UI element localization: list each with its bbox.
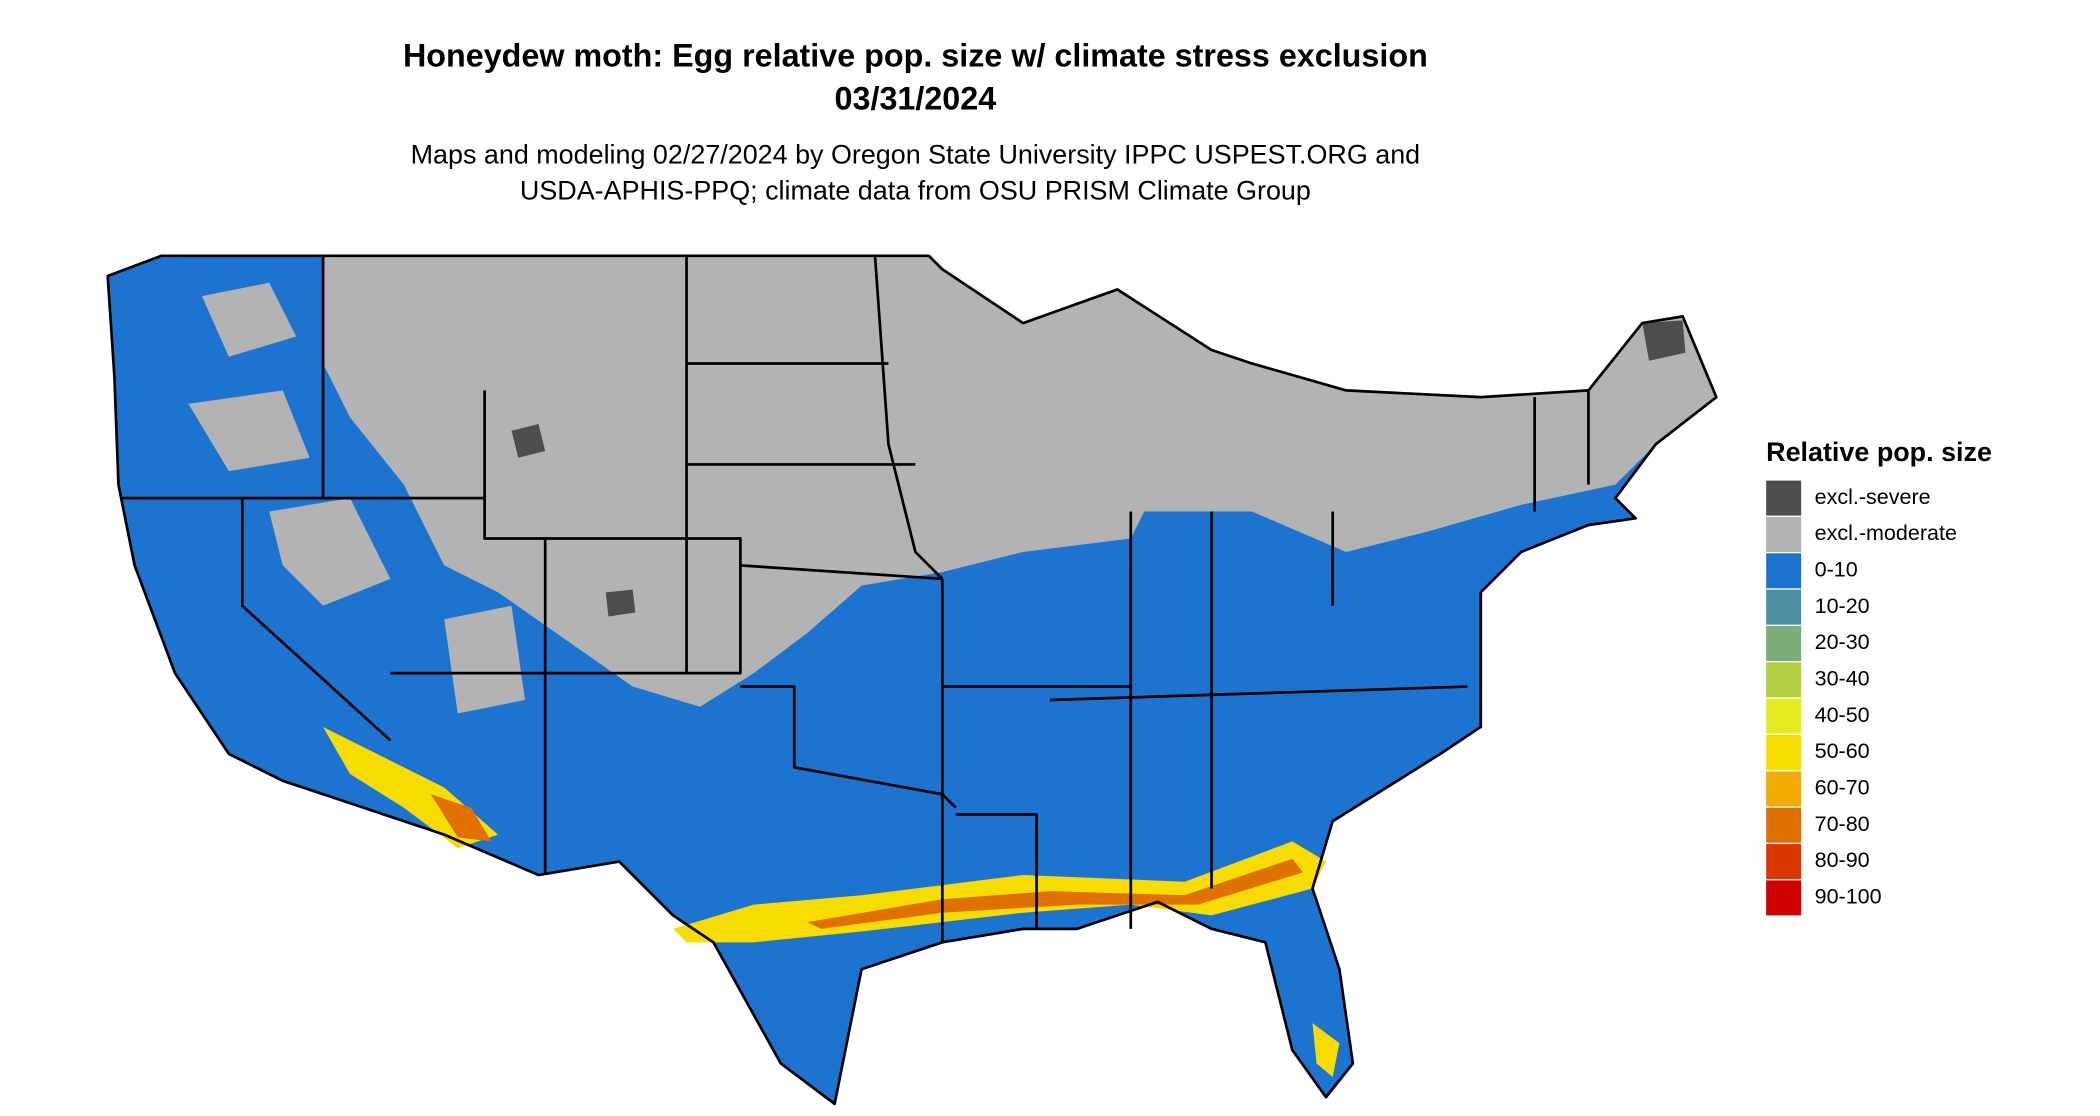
legend-swatch	[1766, 625, 1802, 661]
subtitle: Maps and modeling 02/27/2024 by Oregon S…	[411, 139, 1421, 169]
legend-swatch	[1766, 589, 1802, 625]
legend-label: 80-90	[1815, 848, 1870, 872]
legend-swatch	[1766, 553, 1802, 589]
legend-label: 20-30	[1815, 630, 1870, 654]
legend-label: excl.-severe	[1815, 485, 1931, 509]
region-excl-moderate	[188, 282, 525, 714]
legend-swatch	[1766, 880, 1802, 916]
title: Honeydew moth: Egg relative pop. size w/…	[403, 37, 1428, 73]
us-map	[106, 254, 1718, 1106]
legend-swatch	[1766, 516, 1802, 552]
subtitle: USDA-APHIS-PPQ; climate data from OSU PR…	[520, 176, 1311, 206]
legend-label: 10-20	[1815, 594, 1870, 618]
legend-label: 50-60	[1815, 739, 1870, 763]
legend-swatch	[1766, 662, 1802, 698]
region-highest-band	[430, 794, 1304, 929]
region-high-band	[323, 726, 1340, 1077]
legend-swatch	[1766, 807, 1802, 843]
legend-swatch	[1766, 735, 1802, 771]
legend-label: 60-70	[1815, 776, 1870, 800]
legend-swatch	[1766, 771, 1802, 807]
legend-label: excl.-moderate	[1815, 521, 1957, 545]
date: 03/31/2024	[835, 81, 997, 117]
legend-label: 40-50	[1815, 703, 1870, 727]
legend-label: 70-80	[1815, 812, 1870, 836]
region-excl-moderate	[323, 255, 1717, 707]
legend-label: 0-10	[1815, 557, 1858, 581]
legend-swatch	[1766, 844, 1802, 880]
legend-label: 30-40	[1815, 667, 1870, 691]
legend: excl.-severe excl.-moderate 0-10 10-20 20-30…	[1766, 480, 1957, 916]
legend-swatch	[1766, 698, 1802, 734]
country-border	[106, 254, 1718, 1106]
legend-swatch	[1766, 480, 1802, 516]
state-borders	[121, 255, 1590, 943]
legend-label: 90-100	[1815, 885, 1882, 909]
legend-title: Relative pop. size	[1766, 437, 1992, 467]
